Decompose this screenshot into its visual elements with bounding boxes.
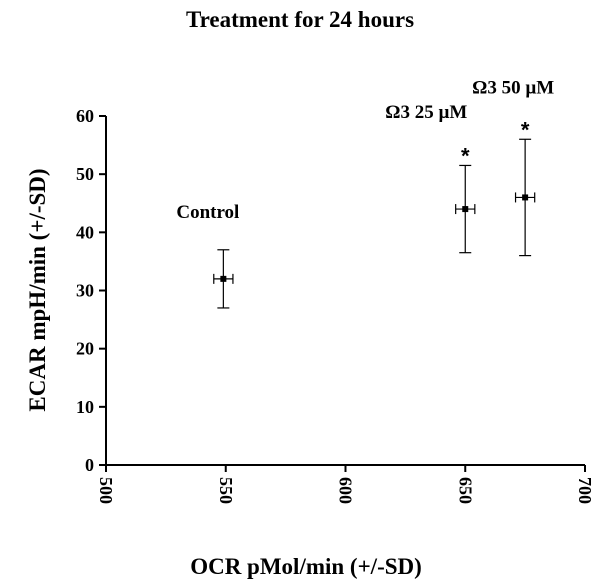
data-point-label: Control: [176, 202, 239, 223]
data-point-marker: [522, 194, 529, 201]
data-point-marker: [462, 206, 469, 213]
x-tick-label: 650: [455, 477, 475, 504]
x-ticks: 500 550 600 650 700: [96, 465, 595, 504]
data-point-marker: [220, 275, 227, 282]
y-tick-label: 60: [76, 106, 94, 126]
data-point-group: * Ω3 25 µM: [385, 102, 476, 254]
data-point-group: Control: [176, 202, 239, 309]
x-tick-label: 500: [96, 477, 116, 504]
chart-title: Treatment for 24 hours: [186, 7, 414, 32]
y-tick-label: 10: [76, 397, 94, 417]
y-tick-label: 20: [76, 339, 94, 359]
data-points: Control * Ω3 25 µM * Ω3 50 µM: [176, 77, 554, 309]
y-tick-label: 30: [76, 281, 94, 301]
data-point-group: * Ω3 50 µM: [472, 77, 554, 257]
y-ticks: 0 10 20 30 40 50 60: [76, 106, 106, 475]
x-tick-label: 600: [336, 477, 356, 504]
y-tick-label: 0: [85, 455, 94, 475]
y-tick-label: 40: [76, 222, 94, 242]
significance-marker: *: [461, 143, 470, 168]
x-axis-label: OCR pMol/min (+/-SD): [190, 554, 422, 579]
data-point-label: Ω3 50 µM: [472, 77, 554, 98]
data-point-label: Ω3 25 µM: [385, 102, 467, 123]
x-tick-label: 550: [216, 477, 236, 504]
y-tick-label: 50: [76, 164, 94, 184]
y-axis-label: ECAR mpH/min (+/-SD): [25, 168, 50, 411]
significance-marker: *: [521, 117, 530, 142]
x-tick-label: 700: [575, 477, 595, 504]
